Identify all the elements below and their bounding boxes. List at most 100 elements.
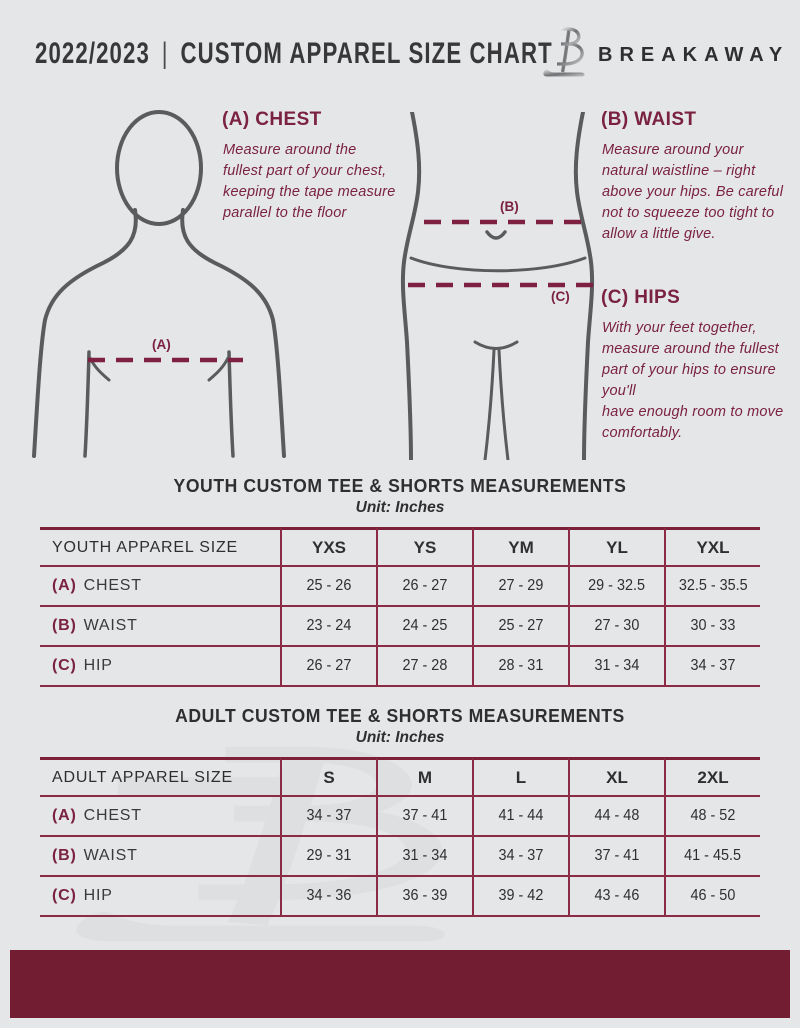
youth-size-yl: YL — [568, 527, 664, 567]
table-cell: 30 - 33 — [664, 607, 760, 647]
row-prefix: (B) — [52, 847, 77, 864]
cell-value: 23 - 24 — [306, 617, 352, 634]
table-cell: 29 - 32.5 — [568, 567, 664, 607]
cell-value: 28 - 31 — [498, 657, 544, 674]
brand-name: BREAKAWAY — [598, 44, 790, 66]
row-name: HIP — [83, 657, 113, 674]
table-cell: 46 - 50 — [664, 877, 760, 917]
youth-section-unit: Unit: Inches — [355, 499, 445, 516]
cell-value: 30 - 33 — [690, 617, 736, 634]
cell-value: 27 - 29 — [498, 577, 544, 594]
cell-value: 36 - 39 — [402, 887, 448, 904]
figure-left-shoulder — [32, 208, 138, 458]
table-cell: 41 - 45.5 — [664, 837, 760, 877]
figure-left-side — [400, 112, 422, 460]
cell-value: 37 - 41 — [594, 847, 640, 864]
table-cell: 43 - 46 — [568, 877, 664, 917]
adult-size-s: S — [280, 757, 376, 797]
cell-value: 46 - 50 — [690, 887, 736, 904]
figure-waistband-curve — [409, 256, 587, 273]
adult-section-title: ADULT CUSTOM TEE & SHORTS MEASUREMENTS — [175, 705, 625, 726]
youth-size-yxl: YXL — [664, 527, 760, 567]
cell-value: 34 - 36 — [306, 887, 352, 904]
figure-right-armpit — [207, 356, 230, 382]
table-cell: 27 - 30 — [568, 607, 664, 647]
youth-section-title: YOUTH CUSTOM TEE & SHORTS MEASUREMENTS — [173, 475, 627, 496]
cell-value: 48 - 52 — [690, 807, 736, 824]
cell-value: 31 - 34 — [594, 657, 640, 674]
title-separator: | — [161, 37, 169, 70]
table-cell: 24 - 25 — [376, 607, 472, 647]
chest-marker-label: (A) — [152, 337, 171, 352]
table-cell: 36 - 39 — [376, 877, 472, 917]
figure-head — [115, 110, 203, 226]
figure-navel — [485, 230, 507, 240]
hips-instructions: With your feet together, measure around … — [602, 320, 784, 442]
table-cell: 37 - 41 — [568, 837, 664, 877]
youth-column-header: YOUTH APPAREL SIZE — [40, 527, 280, 567]
waist-marker-label: (B) — [500, 199, 519, 214]
hips-marker-label: (C) — [551, 289, 570, 304]
chest-instructions: Measure around the fullest part of your … — [223, 142, 396, 222]
table-cell: 23 - 24 — [280, 607, 376, 647]
figure-right-side — [573, 112, 595, 460]
waist-instructions: Measure around your natural waistline – … — [602, 142, 784, 243]
youth-row-waist-label: (B) WAIST — [40, 607, 280, 647]
figure-crotch-curve — [473, 340, 519, 350]
figure-left-torso-line — [83, 350, 91, 458]
table-cell: 31 - 34 — [376, 837, 472, 877]
cell-value: 25 - 26 — [306, 577, 352, 594]
row-name: WAIST — [83, 617, 138, 634]
youth-row-hip-label: (C) HIP — [40, 647, 280, 687]
breakaway-b-logo-icon — [543, 27, 585, 77]
cell-value: 29 - 31 — [306, 847, 352, 864]
waist-heading: (B) WAIST — [601, 109, 697, 130]
youth-size-table: YOUTH APPAREL SIZE YXS YS YM YL YXL (A) … — [40, 527, 760, 687]
row-prefix: (C) — [52, 657, 77, 674]
figure-left-inner-leg — [483, 348, 496, 460]
cell-value: 39 - 42 — [498, 887, 544, 904]
cell-value: 41 - 44 — [498, 807, 544, 824]
adult-size-xl: XL — [568, 757, 664, 797]
table-cell: 41 - 44 — [472, 797, 568, 837]
table-cell: 28 - 31 — [472, 647, 568, 687]
adult-section-unit: Unit: Inches — [355, 729, 445, 746]
table-cell: 31 - 34 — [568, 647, 664, 687]
adult-size-2xl: 2XL — [664, 757, 760, 797]
table-cell: 26 - 27 — [376, 567, 472, 607]
adult-row-chest-label: (A) CHEST — [40, 797, 280, 837]
footer-bar — [10, 950, 790, 1018]
adult-size-l: L — [472, 757, 568, 797]
table-cell: 25 - 26 — [280, 567, 376, 607]
cell-value: 34 - 37 — [690, 657, 736, 674]
table-cell: 34 - 36 — [280, 877, 376, 917]
table-cell: 48 - 52 — [664, 797, 760, 837]
adult-row-hip-label: (C) HIP — [40, 877, 280, 917]
cell-value: 24 - 25 — [402, 617, 448, 634]
cell-value: 34 - 37 — [306, 807, 352, 824]
cell-value: 27 - 28 — [402, 657, 448, 674]
youth-row-chest-label: (A) CHEST — [40, 567, 280, 607]
title-year: 2022/2023 — [35, 37, 150, 70]
title-text: CUSTOM APPAREL SIZE CHART — [180, 37, 553, 70]
cell-value: 27 - 30 — [594, 617, 640, 634]
adult-column-header: ADULT APPAREL SIZE — [40, 757, 280, 797]
table-cell: 29 - 31 — [280, 837, 376, 877]
table-cell: 44 - 48 — [568, 797, 664, 837]
cell-value: 26 - 27 — [306, 657, 352, 674]
adult-size-m: M — [376, 757, 472, 797]
cell-value: 37 - 41 — [402, 807, 448, 824]
row-prefix: (A) — [52, 807, 77, 824]
figure-right-shoulder — [180, 208, 286, 458]
chest-figure-illustration — [32, 110, 286, 458]
table-cell: 27 - 29 — [472, 567, 568, 607]
cell-value: 25 - 27 — [498, 617, 544, 634]
cell-value: 32.5 - 35.5 — [678, 577, 748, 594]
table-cell: 27 - 28 — [376, 647, 472, 687]
row-name: WAIST — [83, 847, 138, 864]
page-title: 2022/2023 | CUSTOM APPAREL SIZE CHART — [35, 37, 553, 71]
table-cell: 37 - 41 — [376, 797, 472, 837]
hips-heading: (C) HIPS — [601, 287, 681, 308]
row-prefix: (B) — [52, 617, 77, 634]
cell-value: 43 - 46 — [594, 887, 640, 904]
